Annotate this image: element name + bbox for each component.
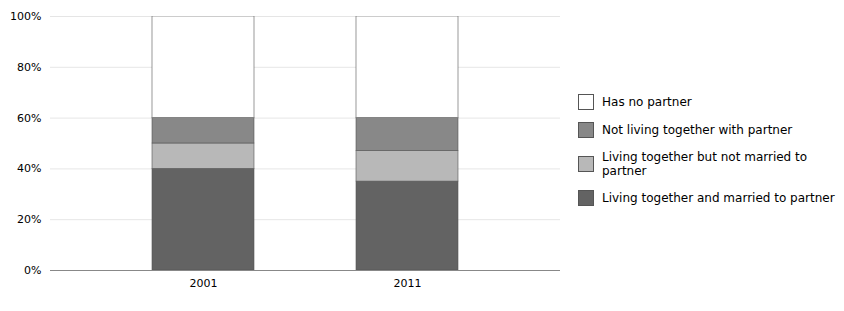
svg-text:100%: 100%	[10, 10, 41, 23]
svg-text:60%: 60%	[17, 112, 41, 125]
svg-text:80%: 80%	[17, 61, 41, 74]
svg-text:20%: 20%	[17, 213, 41, 226]
svg-text:2011: 2011	[394, 277, 422, 290]
html-text:Has no partner: Has no partner	[602, 95, 692, 109]
html-text:Living together but not marrie: Living together but not married to partn…	[602, 150, 808, 178]
svg-text:40%: 40%	[17, 162, 41, 175]
html-text:Living together and married to: Living together and married to partner	[602, 191, 835, 205]
html-text:Not living together with partn: Not living together with partner	[602, 123, 793, 137]
svg-text:2001: 2001	[190, 277, 218, 290]
svg-text:0%: 0%	[24, 264, 41, 277]
